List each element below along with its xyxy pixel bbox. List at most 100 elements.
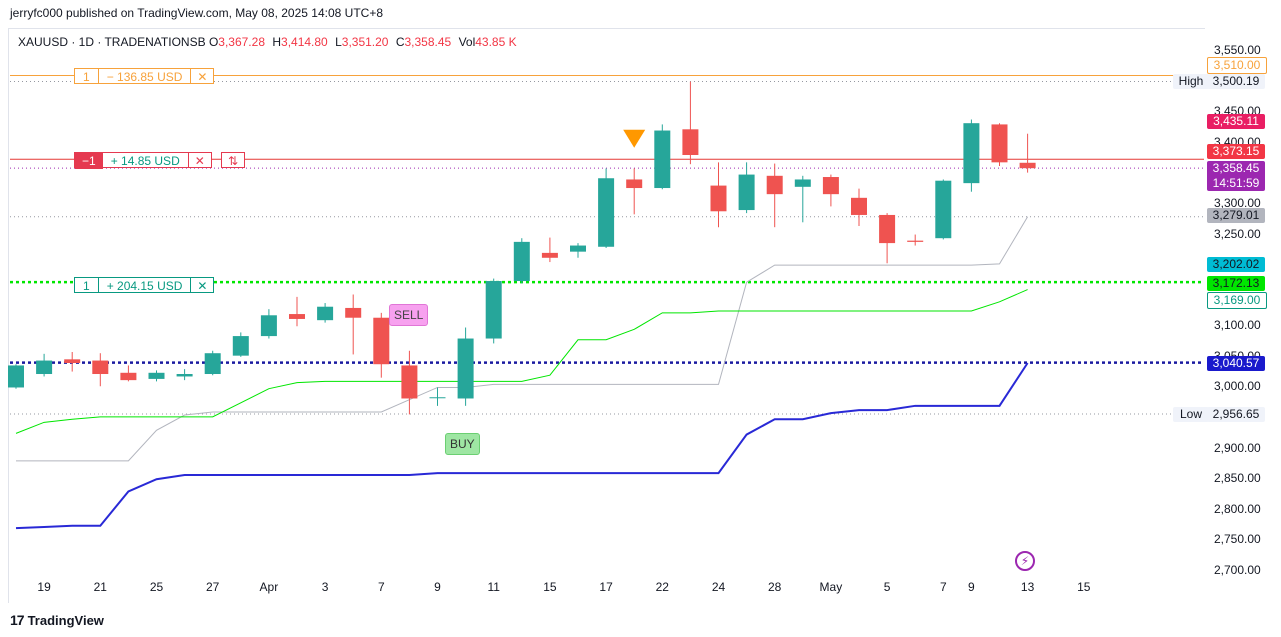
candle-body [148,372,165,379]
candle-body [991,124,1008,163]
high-value: 3,414.80 [281,35,328,49]
price-tick-label: 3,550.00 [1214,43,1261,57]
price-badge-3202: 3,202.02 [1207,257,1265,272]
down-triangle-marker-icon [623,129,646,148]
alert-lightning-icon[interactable]: ⚡ [1015,551,1035,571]
candle-body [541,252,558,258]
ohlc-legend: XAUUSD · 1D · TRADENATIONSB O3,367.28 H3… [18,35,521,49]
price-badge-3169: 3,169.00 [1207,292,1267,309]
position-pnl: + 204.15 USD [106,279,183,293]
price-badge-3040: 3,040.57 [1207,356,1265,371]
candle-body [289,314,305,319]
high-label: High [1173,74,1209,89]
price-badge-3373: 3,373.15 [1207,144,1265,159]
symbol-label[interactable]: XAUUSD · 1D · TRADENATIONSB [18,35,206,49]
candle-body [682,129,699,155]
tradingview-logo-icon: 17 [10,612,25,628]
candle-body [485,281,502,339]
date-tick-label: 13 [1020,580,1035,594]
candle-body [766,175,783,195]
price-tick-label: 3,100.00 [1214,318,1261,333]
open-value: 3,367.28 [218,35,265,49]
date-tick-label: 9 [434,580,441,594]
price-tick-label: 2,900.00 [1214,440,1261,455]
candle-body [457,338,474,399]
buy-signal: BUY [445,433,480,455]
candle-body [963,123,980,184]
candle-body [879,214,896,244]
date-tick-label: 3 [321,580,329,594]
volume-label: Vol [458,35,476,49]
volume-value: 43.85 K [475,35,517,49]
candle-body [626,179,643,189]
close-label: C [395,35,405,49]
candle-body [401,365,418,399]
date-tick-label: 9 [968,580,975,594]
candle-body [429,397,446,399]
date-tick-label: 7 [939,580,947,594]
position-tag-loss[interactable]: 1 − 136.85 USD ✕ [74,68,215,84]
price-badge-3435: 3,435.11 [1207,114,1265,129]
position-tag-short[interactable]: −1 + 14.85 USD ✕ [74,152,212,169]
support-navy-line [15,362,1029,530]
candle-body [176,374,193,377]
candle-body [570,245,586,252]
chart-frame [8,28,1205,603]
date-tick-label: 19 [37,580,51,594]
candle-body [120,372,137,381]
close-position-icon[interactable]: ✕ [197,279,208,293]
candle-body [907,240,924,242]
candle-body [1019,162,1036,169]
close-position-icon[interactable]: ✕ [197,70,208,84]
buy-label: BUY [450,437,475,451]
price-tick-label: 3,250.00 [1214,226,1261,241]
date-tick-label: 25 [149,580,164,594]
position-qty: 1 [83,279,90,293]
date-tick-label: 17 [599,580,613,594]
close-position-icon[interactable]: ✕ [194,154,205,168]
position-qty: 1 [83,70,90,84]
high-label: H [272,35,282,49]
date-tick-label: 15 [543,580,557,594]
candle-body [204,353,221,375]
trail-stop-green-line [15,289,1028,434]
bar-countdown: 14:51:59 [1207,176,1265,191]
date-tick-label: 24 [711,580,726,594]
position-pnl: + 14.85 USD [110,154,180,168]
candle-body [317,306,334,321]
low-value: 3,351.20 [341,35,389,49]
low-label: L [335,35,342,49]
candle-body [851,197,867,215]
date-tick-label: 21 [93,580,107,594]
reverse-position-button[interactable]: ⇅ [221,152,246,168]
candle-body [598,178,615,247]
low-label: Low [1173,407,1209,422]
price-tick-label: 2,850.00 [1214,471,1261,486]
price-badge-3172: 3,172.13 [1207,276,1265,291]
price-tick-label: 2,750.00 [1214,532,1261,547]
date-tick-label: 28 [768,580,782,594]
candle-body [36,360,53,375]
candle-body [260,315,277,337]
date-tick-label: 7 [377,580,385,594]
candle-body [345,307,362,318]
trail-stop-gray-line [16,216,1029,462]
price-tick-label: 2,700.00 [1214,563,1261,577]
sell-label: SELL [394,308,424,322]
tradingview-footer[interactable]: 17 TradingView [10,612,104,628]
position-qty: −1 [75,153,103,169]
candle-body [373,317,390,365]
position-tag-profit[interactable]: 1 + 204.15 USD ✕ [74,277,215,293]
candle-body [232,336,249,356]
price-badge-high: 3,500.19 [1207,74,1265,89]
candle-body [738,174,755,211]
date-tick-label: 11 [487,580,500,594]
sell-signal: SELL [389,304,429,326]
brand-name: TradingView [27,612,104,628]
price-tick-label: 3,300.00 [1214,195,1261,210]
date-tick-label: 5 [883,580,891,594]
price-badge-3279: 3,279.01 [1207,208,1265,223]
close-value: 3,358.45 [404,35,452,49]
price-badge-3510: 3,510.00 [1207,57,1267,74]
